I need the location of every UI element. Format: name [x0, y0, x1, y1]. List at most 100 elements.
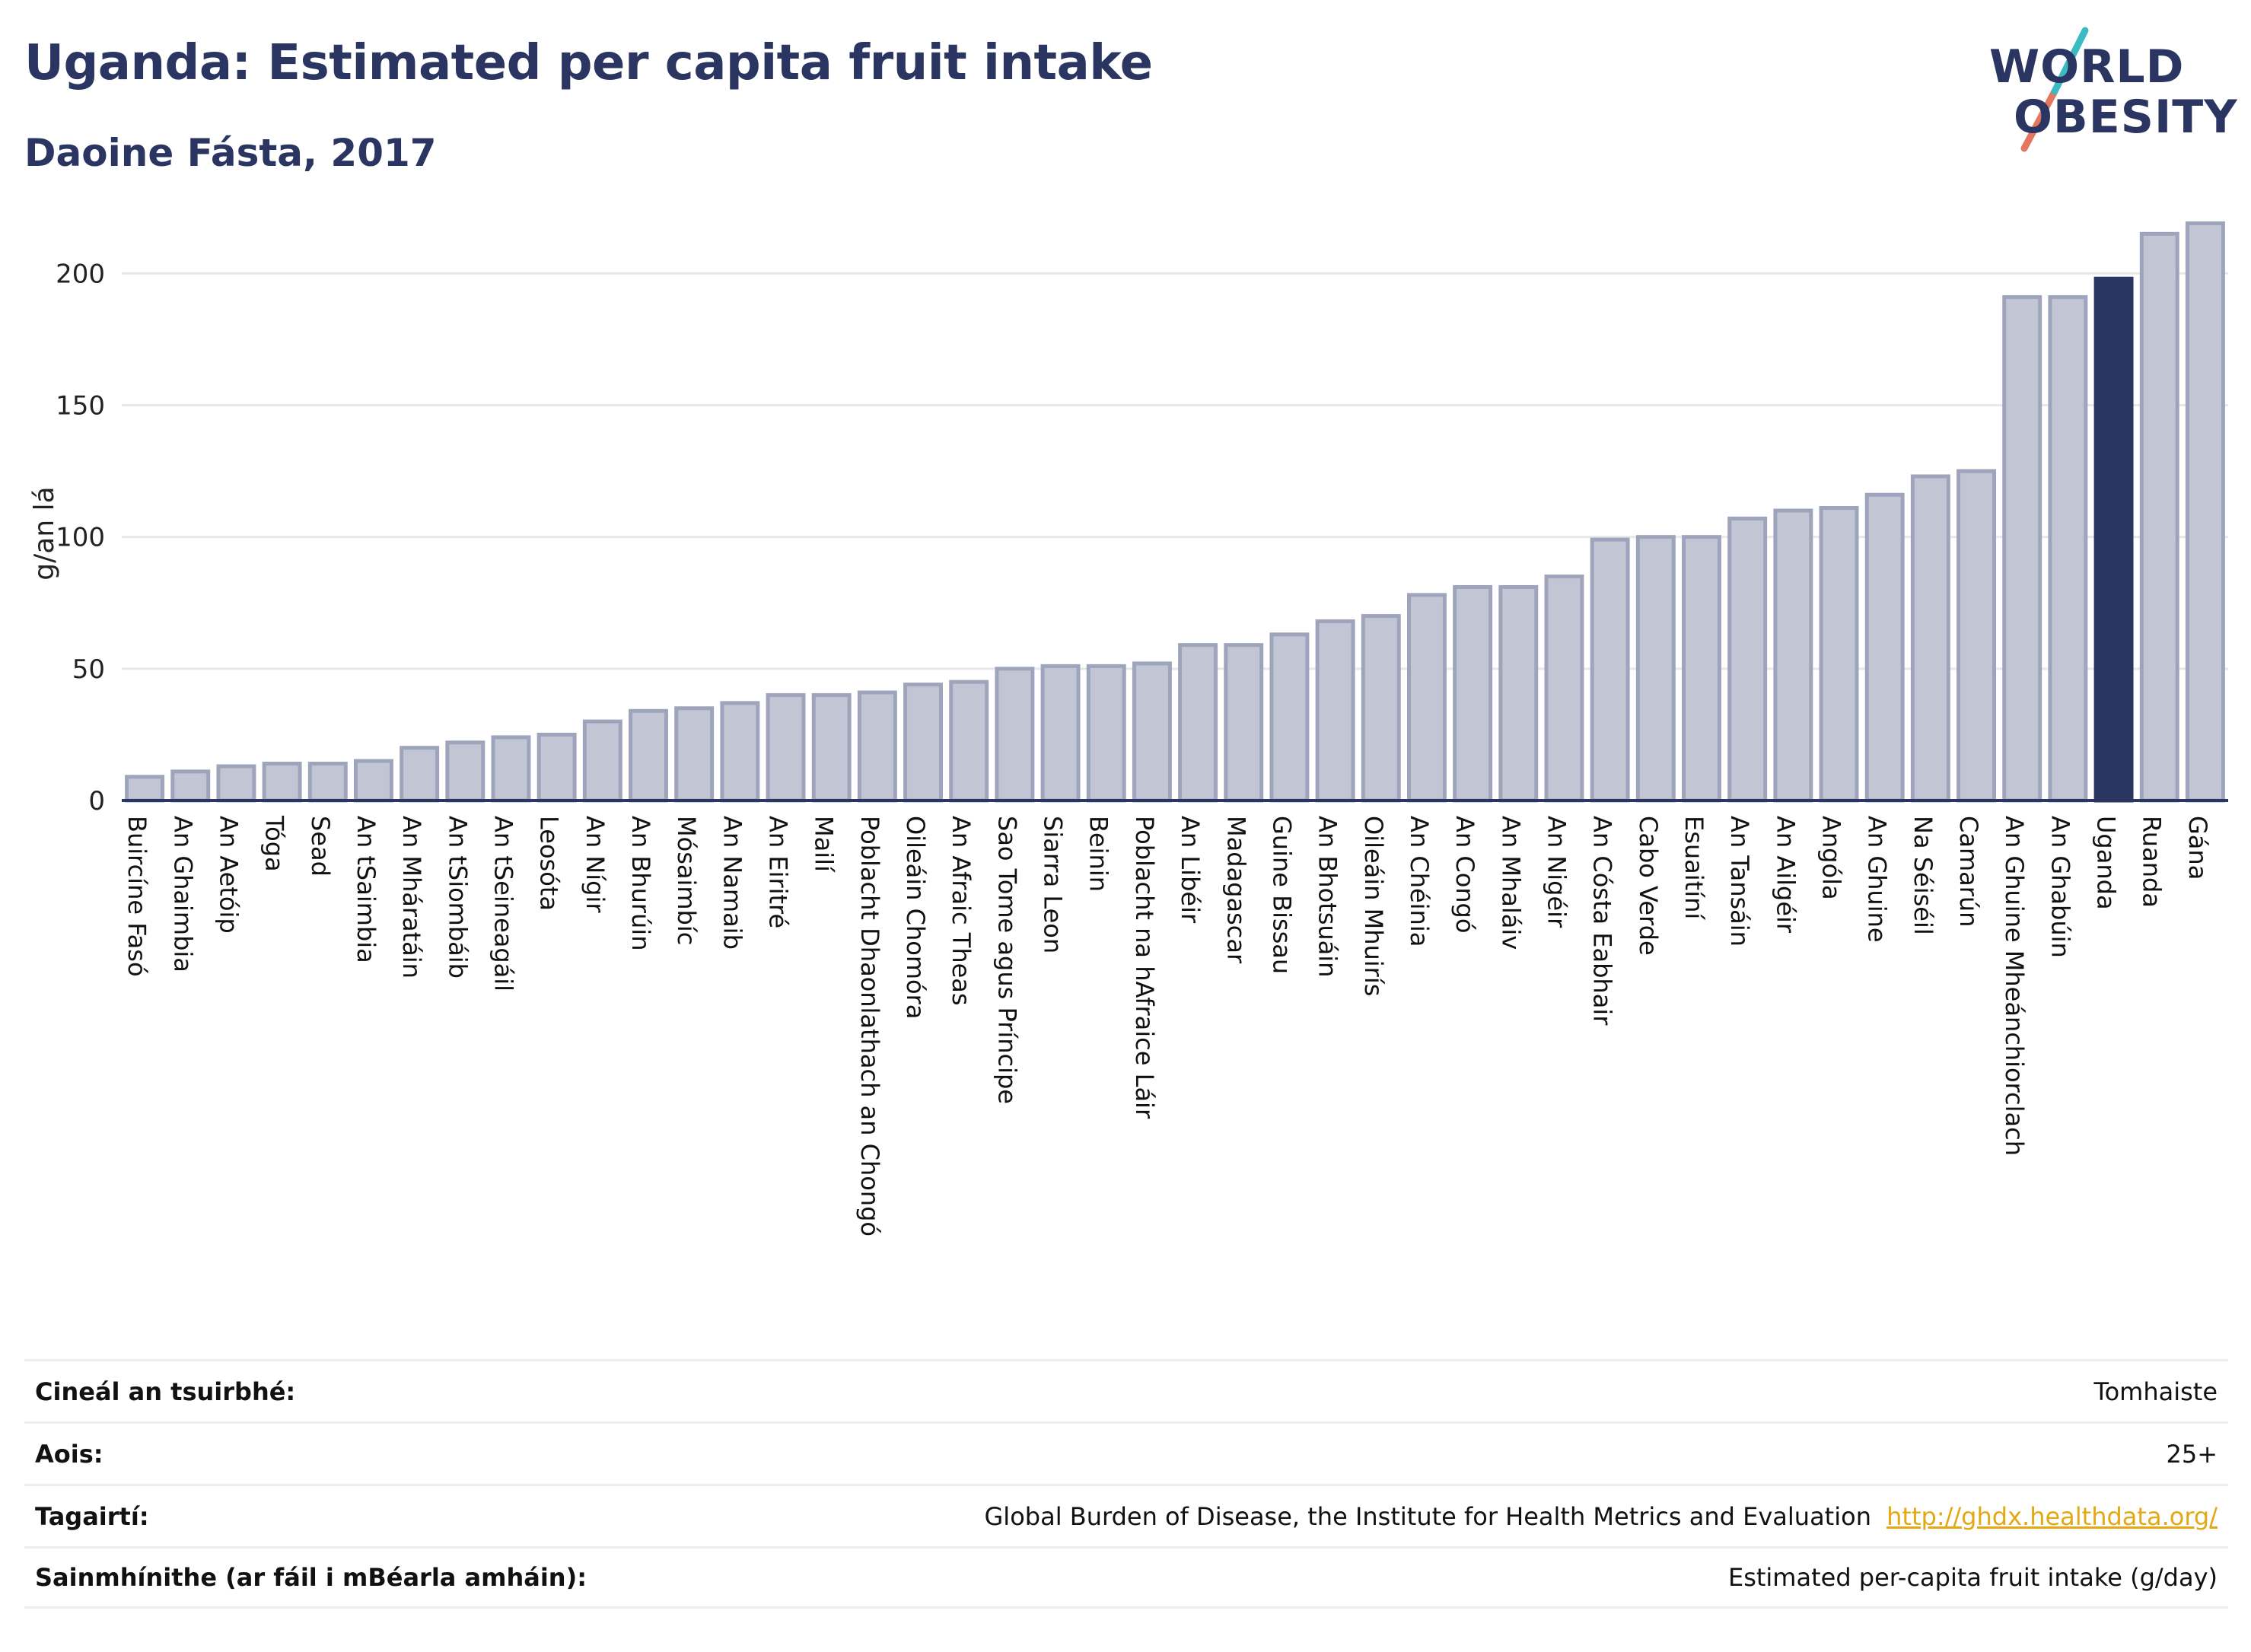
bar: [307, 762, 348, 803]
meta-label: Aois:: [35, 1439, 103, 1469]
reference-link[interactable]: http://ghdx.healthdata.org/: [1886, 1501, 2218, 1531]
x-tick-label: An tSiombáib: [443, 816, 472, 979]
bar: [1315, 619, 1355, 803]
bar: [2048, 294, 2088, 803]
bars: [125, 221, 2225, 803]
x-tick-label: Madagascar: [1221, 816, 1250, 964]
x-tick-label: An Ghuine Mheánchiorclach: [2000, 816, 2029, 1156]
bar: [1773, 508, 1813, 803]
x-tick-label: Beinin: [1084, 816, 1113, 892]
bar: [2002, 294, 2042, 803]
x-tick-label: Camarún: [1954, 816, 1983, 927]
x-tick-label: Siarra Leon: [1039, 816, 1068, 953]
bar: [811, 692, 852, 803]
x-tick-label: Uganda: [2092, 816, 2121, 910]
bar: [720, 701, 760, 803]
x-tick-label: An Bhurúin: [626, 816, 655, 950]
logo-slash-icon: [2020, 27, 2089, 152]
x-tick-label: Poblacht Dhaonlathach an Chongó: [855, 816, 884, 1237]
bar: [1406, 593, 1447, 803]
bar: [400, 746, 440, 803]
bar: [629, 708, 668, 803]
bar: [353, 759, 393, 803]
bar: [2185, 221, 2225, 803]
x-tick-label: Oileáin Chomóra: [901, 816, 930, 1019]
x-tick-label: An Libéir: [1176, 816, 1205, 924]
x-tick-label: An Ghuine: [1863, 816, 1892, 943]
x-tick-label: Gána: [2183, 816, 2212, 880]
x-tick-label: An Namaib: [718, 816, 747, 950]
x-tick-label: An Cósta Eabhair: [1588, 816, 1617, 1026]
x-tick-label: An Ghaimbia: [168, 816, 197, 972]
y-tick-label: 0: [88, 786, 105, 816]
y-tick-label: 50: [72, 654, 105, 685]
x-tick-label: Mósaimbíc: [672, 816, 701, 945]
bar: [445, 740, 486, 803]
logo-line-2: OBESITY: [2014, 91, 2238, 144]
x-tick-label: Na Séiséil: [1909, 816, 1937, 935]
bar: [766, 692, 806, 803]
x-tick-label: Oileáin Mhuirís: [1359, 816, 1388, 996]
bar: [1453, 584, 1493, 803]
meta-label: Sainmhínithe (ar fáil i mBéarla amháin):: [35, 1563, 587, 1592]
bar: [1682, 535, 1721, 803]
bar: [674, 706, 715, 803]
bar: [1178, 643, 1218, 803]
bar: [1132, 661, 1172, 803]
bar: [1224, 643, 1264, 803]
meta-value: Global Burden of Disease, the Institute …: [984, 1501, 1871, 1531]
bar: [1498, 584, 1539, 803]
x-tick-label: An Chéinia: [1405, 816, 1434, 947]
bar: [1727, 516, 1768, 803]
x-tick-label: An Tansáin: [1725, 816, 1754, 947]
meta-label: Tagairtí:: [35, 1501, 149, 1531]
bar: [1819, 506, 1859, 803]
meta-row-definitions: Sainmhínithe (ar fáil i mBéarla amháin):…: [24, 1546, 2228, 1609]
bar: [1910, 474, 1950, 803]
x-tick-label: Guine Bissau: [1267, 816, 1296, 974]
x-tick-label: Buircíne Fasó: [123, 816, 151, 977]
x-tick-label: Tóga: [260, 815, 289, 872]
x-axis-labels: Buircíne Fasó An Ghaimbia An Aetóip Tóga Sea…: [123, 815, 2212, 1237]
x-tick-label: Angóla: [1817, 816, 1846, 900]
meta-value-group: Global Burden of Disease, the Institute …: [985, 1502, 2218, 1531]
meta-row-references: Tagairtí: Global Burden of Disease, the …: [24, 1484, 2228, 1546]
meta-value: Tomhaiste: [2093, 1377, 2218, 1406]
x-tick-label: An Ailgéir: [1771, 816, 1800, 934]
bar: [491, 735, 531, 803]
bar: [536, 732, 577, 803]
meta-value: Estimated per-capita fruit intake (g/day…: [1727, 1563, 2218, 1592]
bar: [125, 775, 165, 803]
x-tick-label: Mailí: [810, 816, 839, 873]
y-tick-label: 150: [56, 390, 105, 421]
x-tick-label: An Ghabúin: [2046, 816, 2074, 958]
bar: [262, 762, 302, 803]
y-axis-label: g/an lá: [29, 486, 60, 580]
y-tick-label: 200: [56, 259, 105, 289]
bar: [2139, 231, 2179, 803]
bar: [1086, 664, 1126, 803]
bar: [1544, 575, 1584, 803]
y-tick-label: 100: [56, 523, 105, 553]
x-tick-label: An Bhotsuáin: [1313, 816, 1342, 977]
bar: [949, 680, 989, 803]
x-tick-label: Esuaitíní: [1679, 816, 1708, 920]
chart-title: Uganda: Estimated per capita fruit intak…: [24, 35, 1153, 91]
x-tick-label: Poblacht na hAfraice Láir: [1130, 816, 1159, 1119]
x-tick-label: An Congó: [1450, 816, 1479, 933]
meta-value: 25+: [2166, 1439, 2218, 1469]
bar: [1635, 535, 1676, 803]
logo-line-1: WORLD: [1989, 40, 2185, 94]
bar: [1864, 492, 1905, 803]
x-tick-label: An Eiritré: [764, 816, 793, 928]
bar: [1361, 614, 1401, 803]
meta-row-age: Aois: 25+: [24, 1421, 2228, 1484]
x-tick-label: An Nígir: [581, 816, 610, 913]
x-tick-label: An Aetóip: [214, 816, 243, 934]
x-tick-label: An tSeineagáil: [489, 816, 517, 992]
world-obesity-logo: WORLD OBESITY: [1979, 23, 2237, 167]
x-tick-label: Sead: [306, 816, 335, 877]
meta-row-survey-type: Cineál an tsuirbhé: Tomhaiste: [24, 1359, 2228, 1421]
bar: [903, 683, 944, 803]
y-axis-ticks: 0 50 100 150 200: [56, 259, 105, 816]
